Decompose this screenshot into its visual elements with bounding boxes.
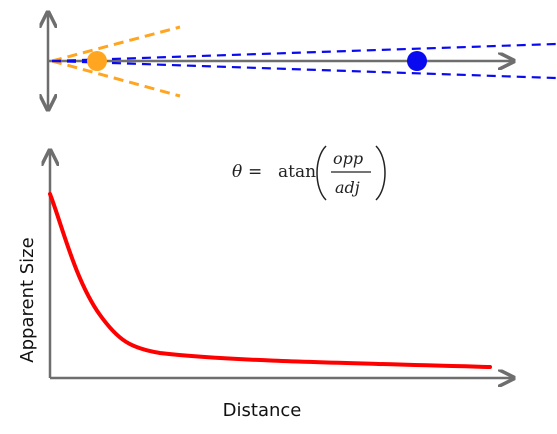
formula-equals: = [248, 162, 262, 182]
far-object-blue-dot [407, 51, 427, 71]
formula-function: atan [278, 162, 316, 182]
far-object-lower-sight-line [51, 59, 557, 80]
apparent-size-chart: Distance Apparent Size [17, 152, 512, 421]
formula-denominator: adj [335, 178, 360, 197]
near-object-lower-sight-line [51, 59, 181, 98]
far-object-upper-sight-line [51, 42, 557, 63]
chart-x-axis-label: Distance [223, 400, 302, 421]
apparent-size-curve [48, 192, 492, 369]
atan-formula: θ = atan opp adj [232, 145, 386, 201]
formula-numerator: opp [333, 149, 363, 168]
sight-line-diagram [48, 14, 557, 108]
formula-right-paren [375, 145, 386, 201]
chart-y-axis-label: Apparent Size [17, 237, 38, 362]
formula-left-paren [316, 145, 327, 201]
near-object-upper-sight-line [51, 25, 181, 63]
formula-theta: θ [232, 162, 242, 182]
near-object-orange-dot [87, 51, 107, 71]
